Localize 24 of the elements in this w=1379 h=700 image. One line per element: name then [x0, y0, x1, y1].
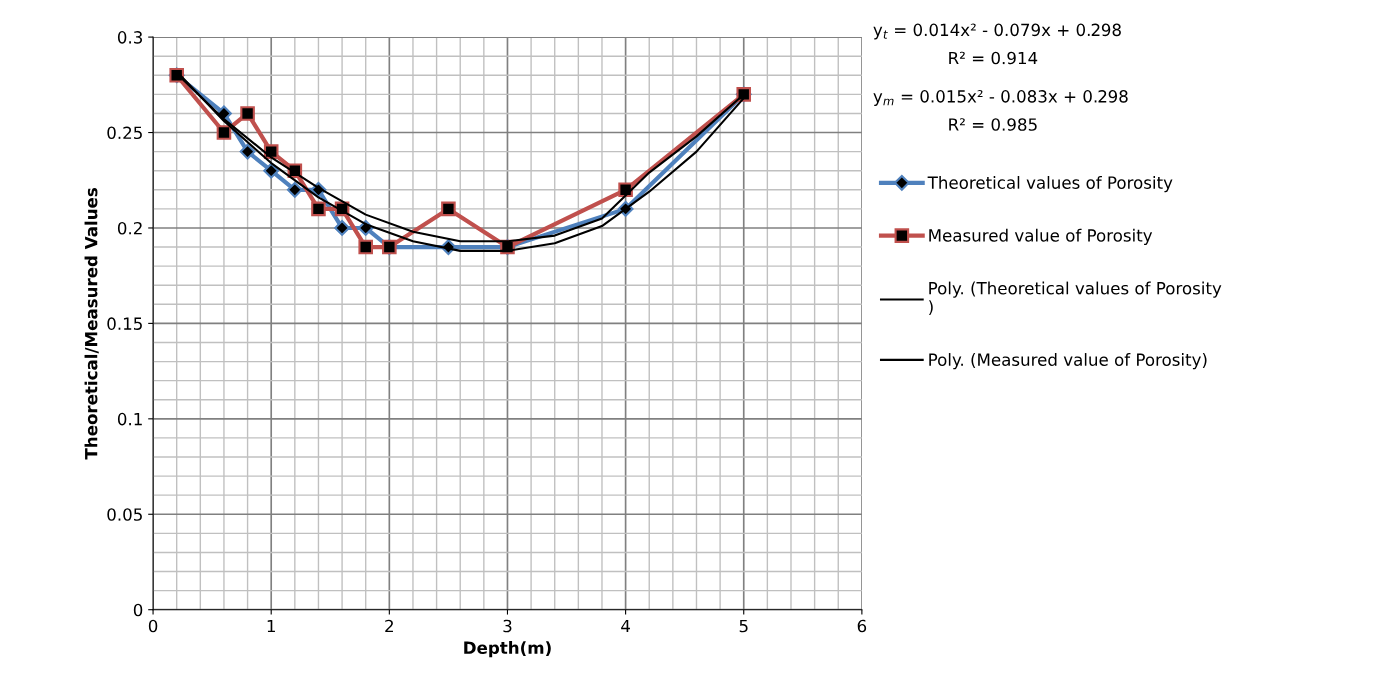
legend-label: Measured value of Porosity — [929, 228, 1153, 245]
text: y$_{m}$ = 0.015x² - 0.083x + 0.298 — [873, 90, 1128, 106]
y-tick-label: 0.05 — [107, 508, 142, 521]
x-tick-label: 5 — [739, 619, 748, 633]
y-tick-label: 0.15 — [107, 317, 142, 330]
x-tick-label: 1 — [267, 619, 275, 633]
text: R² = 0.985 — [949, 118, 1037, 131]
text: R² = 0.914 — [949, 51, 1038, 65]
y-axis-title: Theoretical/Measured Values — [84, 188, 99, 460]
x-tick-label: 6 — [857, 619, 867, 633]
legend-label: Poly. (Theoretical values of Porosity ) — [929, 281, 1222, 316]
y-tick-label: 0.2 — [117, 221, 142, 235]
x-tick-label: 4 — [621, 619, 630, 633]
x-axis-title: Depth(m) — [464, 641, 551, 658]
legend-label: Poly. (Measured value of Porosity) — [929, 353, 1207, 370]
y-tick-label: 0.3 — [117, 31, 143, 44]
x-tick-label: 2 — [385, 619, 393, 633]
y-tick-label: 0.1 — [117, 412, 142, 426]
y-tick-label: 0 — [133, 603, 143, 617]
y-tick-label: 0.25 — [107, 126, 142, 140]
legend-label: Theoretical values of Porosity — [927, 176, 1173, 193]
x-tick-label: 3 — [503, 619, 512, 633]
text: y$_{t}$ = 0.014x² - 0.079x + 0.298 — [873, 23, 1121, 40]
x-tick-label: 0 — [148, 619, 158, 633]
